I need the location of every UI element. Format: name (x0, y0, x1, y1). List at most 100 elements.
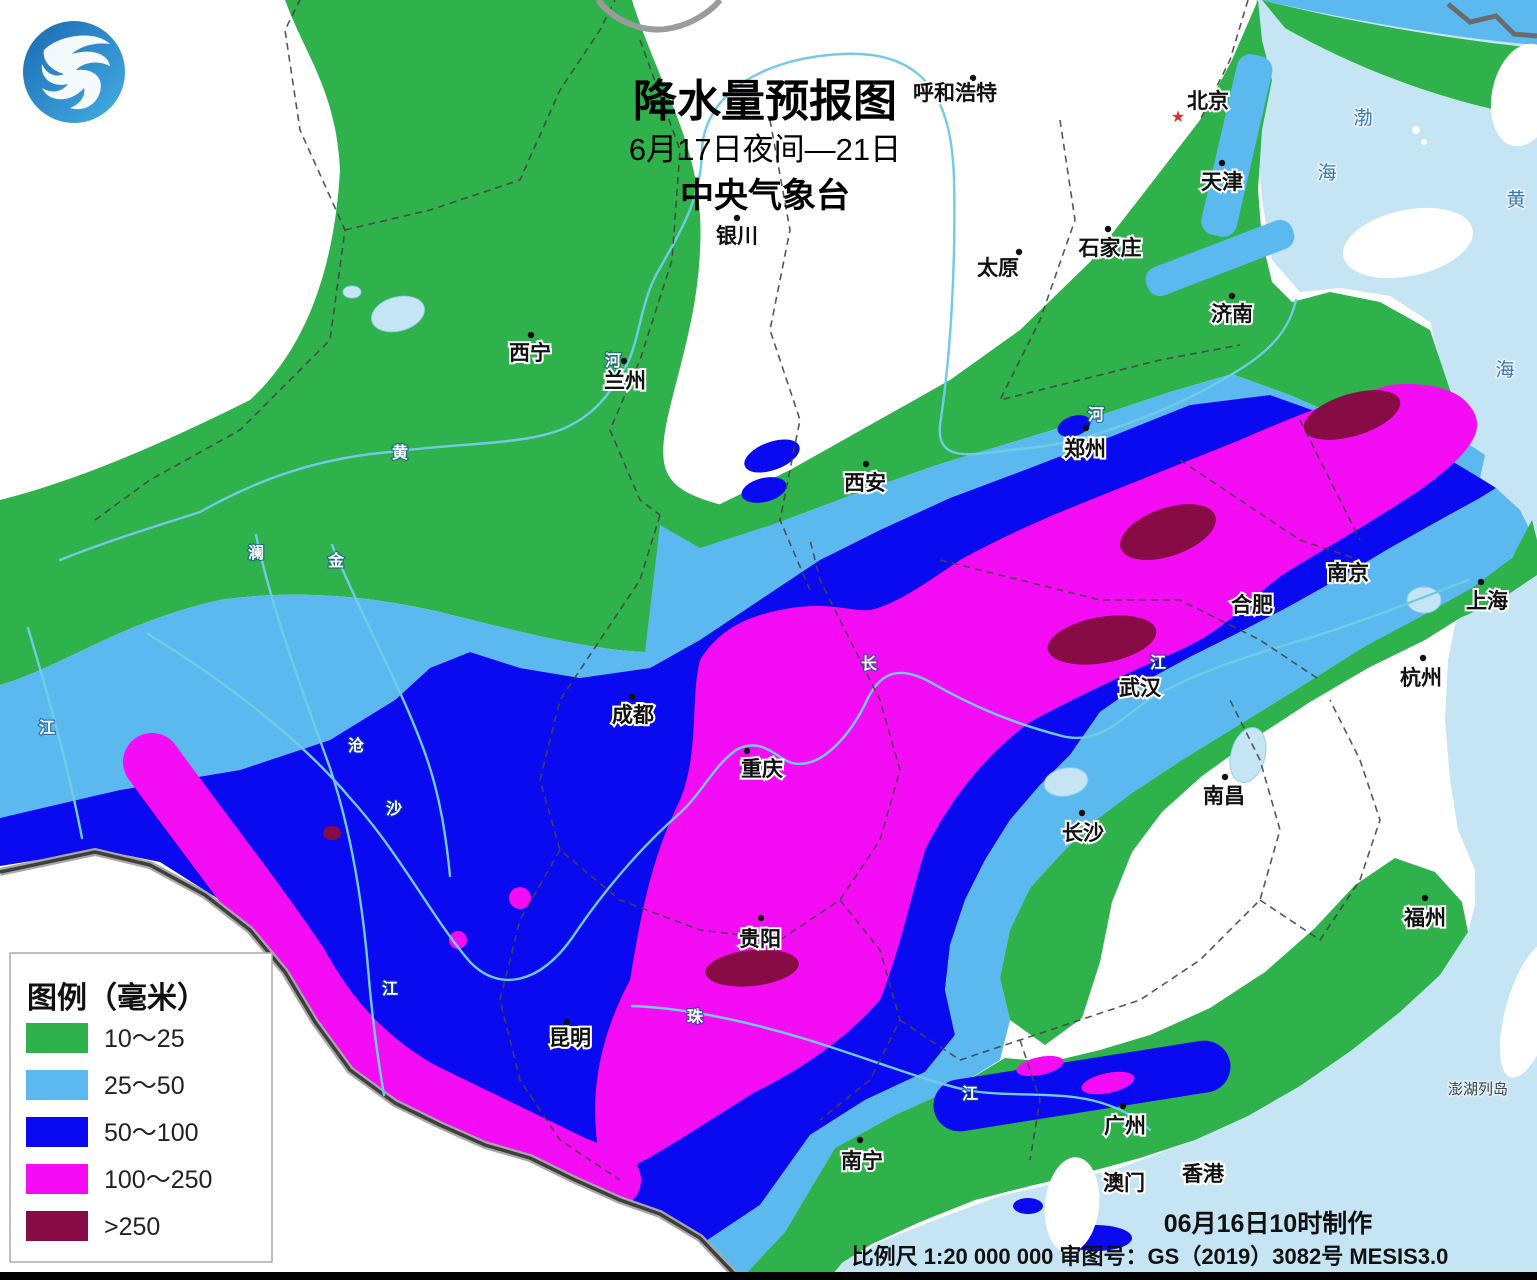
city-macau: 澳门 (1103, 1171, 1145, 1195)
province-border-3 (609, 39, 681, 516)
scale-and-approval: 比例尺 1:20 000 000 审图号：GS（2019）3082号 MESIS… (852, 1244, 1449, 1269)
river-label-he-2: 河 (1088, 405, 1104, 424)
region-lightblue-strip-beijing-east (1201, 54, 1273, 237)
legend-label-10-25: 10～25 (104, 1025, 185, 1053)
legend-swatch-50-100 (26, 1117, 88, 1147)
beijing-star-icon: ★ (1171, 109, 1185, 126)
province-border-2 (344, 0, 616, 231)
dongting-lake (1043, 767, 1089, 797)
region-white-korea (1490, 43, 1537, 147)
region-blue-blob-xian-2 (741, 477, 787, 503)
region-maroon-henan (1120, 504, 1216, 560)
region-lightblue-southeast (700, 488, 1530, 1280)
city-hangzhou: 杭州 (1400, 666, 1442, 690)
region-magenta-sw-border-band (123, 733, 641, 1209)
city-chengdu: 成都 (612, 703, 654, 727)
qinghai-lake (371, 295, 425, 333)
province-border-4 (769, 119, 811, 591)
river-label-zhu: 珠 (687, 1007, 704, 1026)
region-magenta-main (595, 384, 1478, 1168)
city-xian: 西安 (844, 471, 886, 495)
jinsha-river (330, 543, 452, 878)
region-maroon-jiangsu (1303, 390, 1401, 440)
region-blue-coast-small (1013, 1198, 1043, 1214)
sea-label-hai-2: 海 (1495, 359, 1514, 381)
river-label-jiang-4: 江 (962, 1085, 978, 1103)
legend-title: 图例（毫米） (27, 981, 207, 1015)
region-magenta-coastal-1 (1016, 1055, 1064, 1077)
region-maroon-hubei (1047, 615, 1157, 665)
province-border-9 (939, 419, 1361, 681)
river-label-jiang-3: 江 (382, 980, 398, 998)
legend-label-100-250: 100～250 (104, 1166, 212, 1194)
mongolia-border-segment (595, 0, 723, 33)
region-maroon-guizhou (705, 949, 799, 987)
poyang-lake (1229, 727, 1267, 783)
city-labels: 呼和浩特 北京 天津 石家庄 太原 银川 济南 西宁 兰州 郑州 西安 南京 合… (507, 79, 1510, 1197)
region-magenta-dot-1 (509, 887, 531, 909)
river-labels: 黄 河 河 长 江 澜 金 沧 沙 江 江 珠 江 (38, 350, 1168, 1105)
cma-logo-icon (23, 21, 125, 123)
legend-label-50-100: 50～100 (104, 1119, 199, 1147)
city-guangzhou: 广州 (1104, 1114, 1146, 1138)
region-lightblue-ne-corner (1262, 0, 1537, 45)
city-jinan: 济南 (1211, 302, 1253, 326)
sea-label-huang: 黄 (1506, 189, 1525, 211)
city-taiyuan: 太原 (977, 257, 1019, 280)
city-hongkong: 香港 (1182, 1162, 1225, 1186)
legend-label-25-50: 25～50 (104, 1072, 185, 1100)
region-green-northwest (0, 0, 838, 685)
city-wuhan: 武汉 (1119, 677, 1162, 700)
region-green-changsha-nanchang-band (1000, 520, 1537, 1045)
city-kunming: 昆明 (549, 1027, 591, 1050)
region-lightblue-strip-hebei-shandong (1145, 219, 1295, 297)
small-lake-west (342, 285, 362, 299)
legend: 图例（毫米） 10～25 25～50 50～100 100～250 >250 (9, 952, 273, 1263)
city-zhengzhou: 郑州 (1064, 438, 1106, 461)
province-border-5 (998, 119, 1241, 402)
river-label-lan: 澜 (248, 543, 264, 562)
river-label-huang: 黄 (392, 443, 408, 462)
river-label-cang: 沧 (348, 736, 364, 755)
river-label-jiang-1: 江 (1150, 654, 1166, 672)
lancang-river (254, 533, 386, 1097)
city-nanning: 南宁 (841, 1149, 883, 1173)
city-shanghai: 上海 (1466, 589, 1508, 613)
region-white-taiwan-edge (1499, 942, 1537, 1078)
sea-label-bo: 渤 (1353, 107, 1372, 129)
city-xining: 西宁 (509, 341, 551, 365)
city-tianjin: 天津 (1201, 171, 1243, 194)
made-at-timestamp: 06月16日10时制作 (1164, 1210, 1372, 1238)
legend-swatch-100-250 (26, 1164, 88, 1194)
city-shijiazhuang: 石家庄 (1078, 236, 1142, 260)
city-yinchuan: 银川 (716, 225, 758, 248)
river-label-jiang-2: 江 (39, 719, 55, 737)
page-title: 降水量预报图 (633, 77, 897, 126)
region-white-shandong (1343, 207, 1473, 279)
legend-box (9, 952, 273, 1263)
river-label-jin: 金 (327, 551, 345, 570)
pearl-river (630, 1004, 1152, 1132)
city-nanjing: 南京 (1327, 561, 1369, 585)
legend-swatch-25-50 (26, 1070, 88, 1100)
yellow-river (58, 52, 1298, 562)
taihu-lake (1406, 586, 1442, 614)
city-chongqing: 重庆 (741, 757, 783, 781)
river-label-he-1: 河 (605, 351, 621, 370)
page-subtitle: 6月17日夜间—21日 (629, 132, 901, 167)
city-beijing: 北京 (1187, 89, 1229, 113)
korea-border-segment (1446, 2, 1537, 39)
city-hefei: 合肥 (1231, 593, 1273, 617)
sea-labels: 渤 海 黄 海 (1316, 106, 1527, 383)
city-dots (527, 74, 1485, 1144)
nu-river (26, 626, 84, 840)
legend-label-gt250: >250 (104, 1213, 160, 1241)
region-lightblue-main (0, 374, 1485, 818)
region-green-ne-corner (1262, 0, 1537, 118)
agency-name: 中央气象台 (680, 177, 850, 215)
province-border-10 (1019, 0, 1249, 1161)
sea-label-hai-1: 海 (1317, 162, 1336, 184)
legend-swatch-10-25 (26, 1023, 88, 1053)
